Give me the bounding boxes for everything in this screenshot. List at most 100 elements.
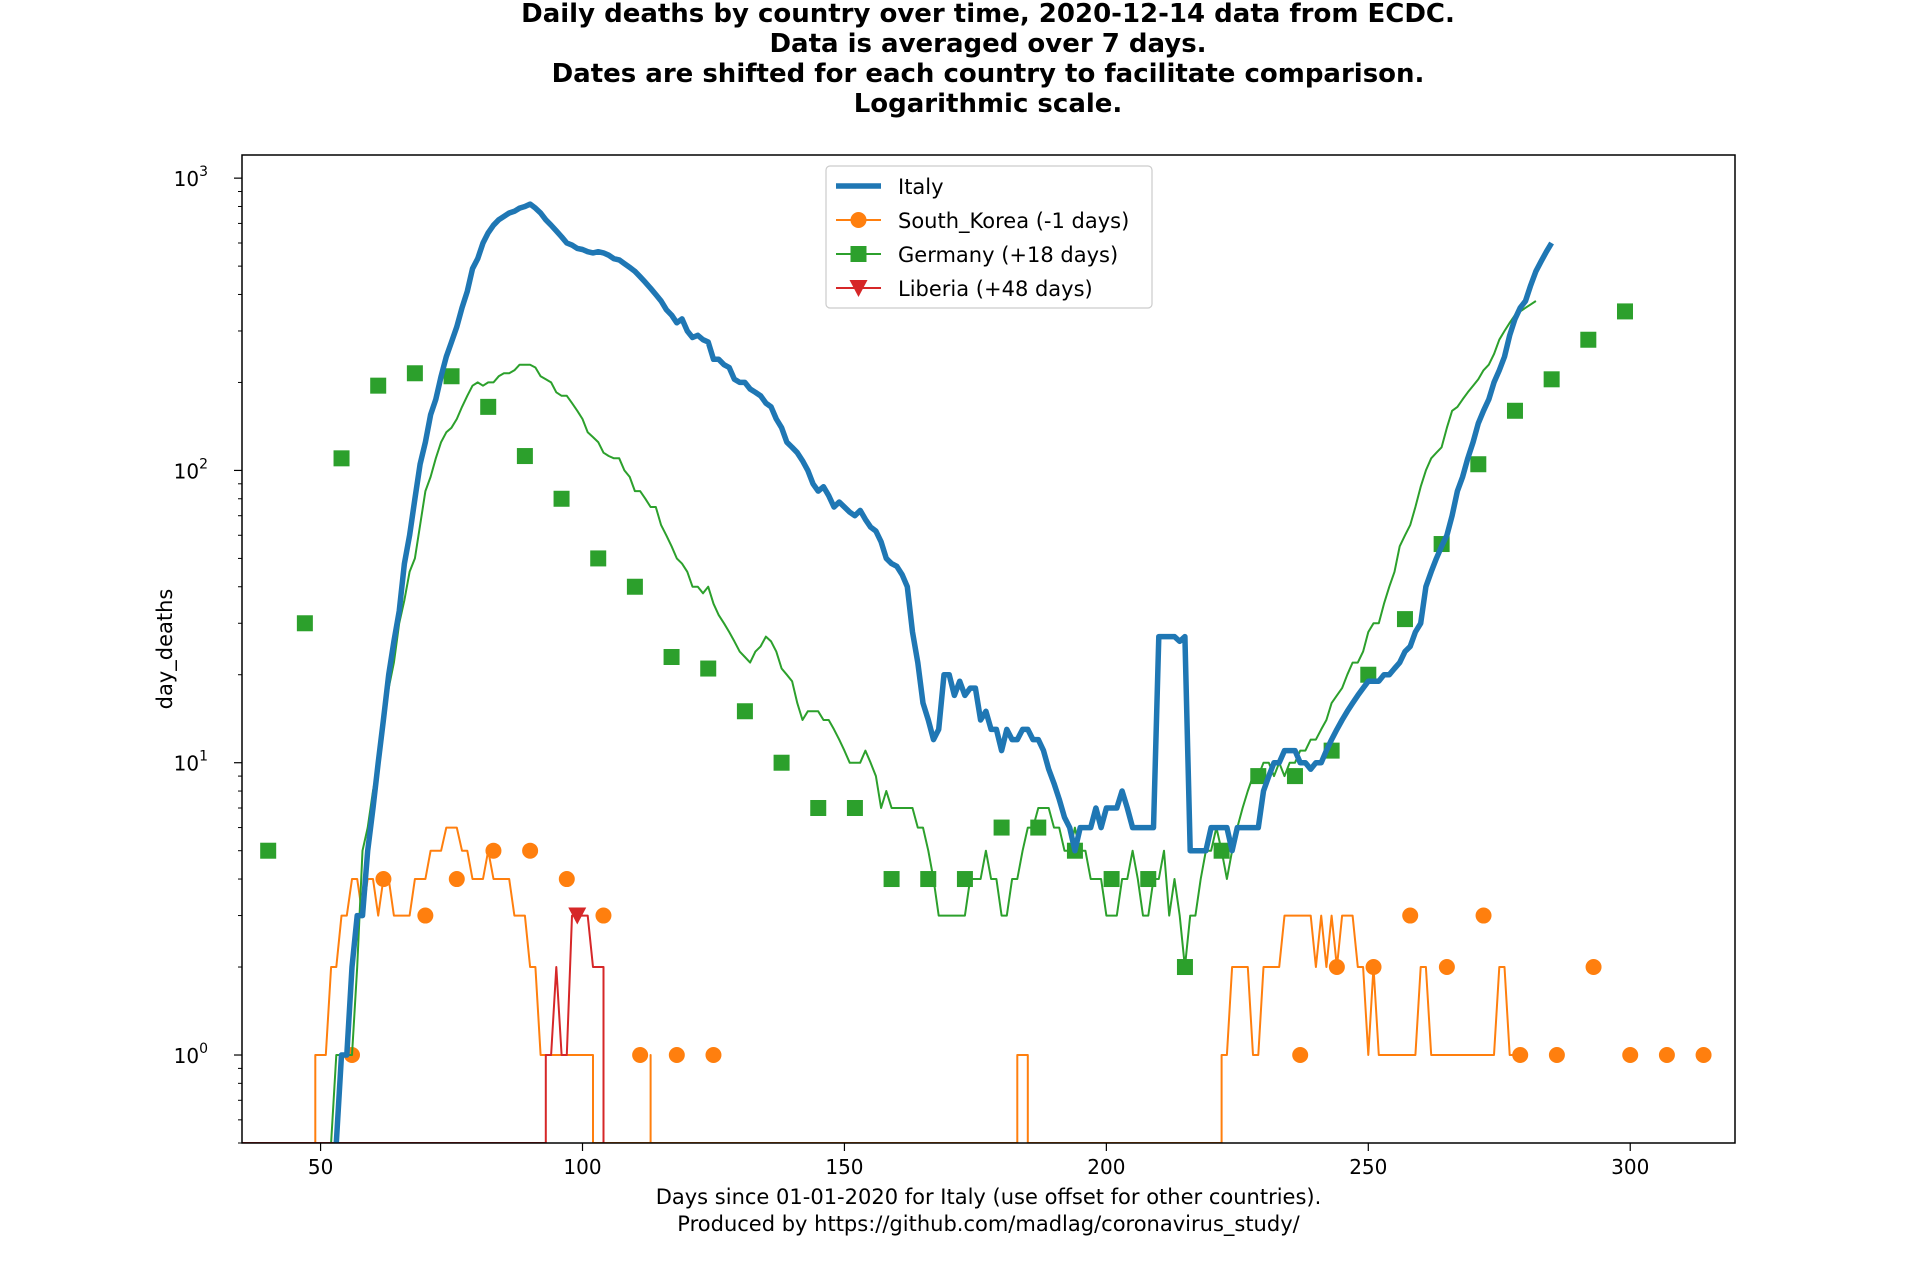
data-point (773, 754, 790, 771)
data-point (1438, 959, 1455, 976)
data-point (632, 1047, 649, 1064)
data-point (705, 1047, 722, 1064)
plot-area (242, 155, 1735, 1143)
data-point (1585, 959, 1602, 976)
y-tick-base: 10 (174, 459, 199, 483)
data-point (296, 615, 313, 632)
legend-label: Germany (+18 days) (898, 243, 1118, 267)
x-tick-label: 50 (308, 1155, 333, 1179)
data-point (417, 907, 434, 924)
data-point (1548, 1047, 1565, 1064)
y-tick-exponent: 1 (199, 749, 208, 765)
data-point (920, 871, 937, 888)
data-point (1140, 871, 1157, 888)
chart-title-line: Data is averaged over 7 days. (769, 29, 1206, 59)
x-tick-label: 250 (1349, 1155, 1387, 1179)
data-point (448, 871, 465, 888)
data-point (810, 799, 827, 816)
legend-swatch-marker (849, 280, 868, 297)
data-point (668, 1047, 685, 1064)
data-point (485, 842, 502, 859)
data-point (406, 365, 423, 382)
data-point (736, 703, 753, 720)
series-line (314, 826, 1515, 1143)
series-line (333, 201, 1554, 1143)
series-liberia (242, 907, 605, 1143)
x-axis-label: Days since 01-01-2020 for Italy (use off… (656, 1185, 1322, 1237)
series-italy (333, 201, 1554, 1143)
data-point (993, 819, 1010, 836)
y-tick-label: 101 (174, 749, 208, 776)
data-point (663, 648, 680, 665)
series-south_korea (314, 826, 1712, 1143)
chart-title-line: Logarithmic scale. (854, 89, 1123, 119)
legend-label: South_Korea (-1 days) (898, 209, 1129, 234)
x-tick-label: 300 (1611, 1155, 1649, 1179)
y-tick-label: 103 (174, 164, 208, 191)
legend-entry: Liberia (+48 days) (836, 277, 1093, 301)
legend-entry: Italy (836, 175, 944, 199)
data-point (1512, 1047, 1529, 1064)
series-line (242, 914, 605, 1143)
data-point (1695, 1047, 1712, 1064)
legend: Italy South_Korea (-1 days) Germany (+18 d… (825, 165, 1153, 309)
data-point (1328, 959, 1345, 976)
axes-frame (241, 154, 1736, 1144)
data-point (480, 398, 497, 415)
data-point (1475, 907, 1492, 924)
data-point (375, 871, 392, 888)
data-point (956, 871, 973, 888)
x-axis-label-line: Days since 01-01-2020 for Italy (use off… (656, 1185, 1322, 1209)
x-tick-label: 100 (563, 1155, 601, 1179)
legend-swatch-marker (850, 212, 867, 228)
y-tick-label: 102 (174, 456, 208, 483)
chart-title-line: Dates are shifted for each country to fa… (552, 59, 1425, 89)
data-point (1030, 819, 1047, 836)
data-point (1543, 371, 1560, 388)
data-point (1658, 1047, 1675, 1064)
data-point (1622, 1047, 1639, 1064)
data-point (1616, 303, 1633, 320)
y-tick-base: 10 (174, 1044, 199, 1068)
data-point (590, 550, 607, 567)
chart-title: Daily deaths by country over time, 2020-… (521, 0, 1455, 119)
y-tick-base: 10 (174, 167, 199, 191)
data-point (846, 799, 863, 816)
data-point (443, 368, 460, 385)
data-point (1365, 959, 1382, 976)
data-point (370, 377, 387, 394)
legend-swatch-marker (850, 246, 867, 262)
legend-label: Liberia (+48 days) (898, 277, 1093, 301)
data-point (558, 871, 575, 888)
data-point (595, 907, 612, 924)
y-tick-label: 100 (174, 1041, 208, 1068)
plot-background (242, 155, 1735, 1143)
legend-label: Italy (898, 175, 944, 199)
x-axis-label-line: Produced by https://github.com/madlag/co… (677, 1212, 1300, 1237)
data-point (553, 490, 570, 507)
y-axis-label: day_deaths (153, 589, 178, 710)
data-point (333, 450, 350, 467)
data-point (1396, 611, 1413, 628)
y-tick-base: 10 (174, 752, 199, 776)
legend-entry: South_Korea (-1 days) (836, 209, 1129, 234)
data-point (1580, 331, 1597, 348)
data-point (1250, 768, 1267, 785)
data-point (626, 578, 643, 595)
y-tick-exponent: 3 (199, 164, 208, 180)
y-tick-exponent: 2 (199, 456, 208, 472)
data-point (883, 871, 900, 888)
data-point (1286, 768, 1303, 785)
data-point (1213, 842, 1230, 859)
data-point (568, 907, 587, 925)
chart-title-line: Daily deaths by country over time, 2020-… (521, 0, 1455, 29)
data-point (1402, 907, 1419, 924)
axes (241, 154, 1736, 1144)
legend-entry: Germany (+18 days) (836, 243, 1118, 267)
legend-box (825, 165, 1153, 309)
series-layer (242, 201, 1712, 1143)
data-point (516, 448, 533, 465)
x-tick-label: 150 (825, 1155, 863, 1179)
